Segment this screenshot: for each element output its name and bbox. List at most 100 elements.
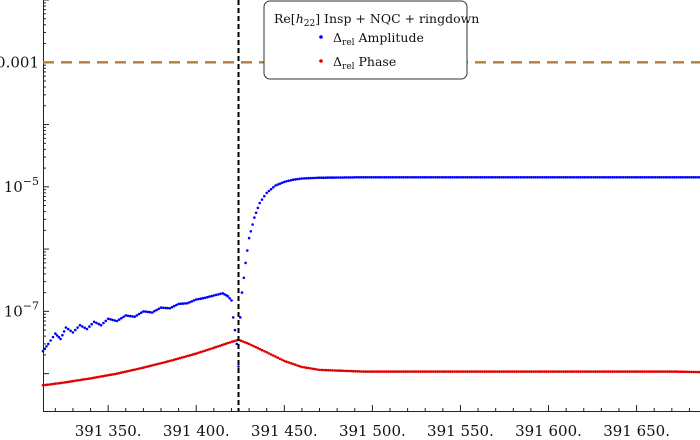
data-point	[326, 176, 330, 179]
data-point	[183, 302, 187, 305]
data-point	[380, 176, 384, 179]
data-point	[619, 176, 623, 179]
data-point	[385, 370, 388, 373]
data-point	[180, 356, 184, 359]
data-point	[453, 176, 456, 179]
data-point	[210, 347, 213, 350]
data-point	[664, 370, 667, 373]
data-point	[649, 176, 653, 179]
data-point	[102, 321, 105, 325]
data-point	[214, 345, 218, 349]
data-point	[419, 370, 422, 373]
data-point	[135, 314, 139, 317]
data-point	[260, 198, 264, 201]
data-point	[254, 211, 258, 215]
data-point	[368, 370, 372, 373]
data-point	[106, 317, 110, 321]
data-point	[140, 366, 143, 370]
data-point	[626, 370, 629, 373]
data-point	[472, 370, 476, 373]
data-point	[647, 370, 650, 373]
data-point	[298, 364, 302, 368]
data-point	[466, 176, 469, 179]
data-point	[414, 176, 418, 179]
data-point	[508, 176, 512, 179]
data-point	[318, 176, 321, 179]
data-point	[349, 176, 352, 179]
data-point	[122, 315, 125, 319]
data-point	[673, 176, 676, 179]
data-point	[423, 176, 427, 179]
data-point	[316, 176, 319, 180]
data-point	[414, 370, 418, 373]
data-point	[596, 176, 599, 179]
data-point	[624, 370, 627, 373]
data-point	[350, 369, 353, 373]
data-point	[176, 357, 180, 361]
data-point	[208, 295, 211, 298]
data-point	[224, 342, 228, 346]
data-point	[208, 347, 211, 351]
legend: Re[h22] Insp + NQC + ringdown Δrel Ampli…	[263, 0, 479, 80]
data-point	[41, 384, 45, 387]
data-point	[357, 176, 361, 179]
data-point	[219, 292, 222, 296]
data-point	[105, 374, 109, 377]
data-point	[201, 350, 205, 353]
data-point	[632, 370, 636, 373]
data-point	[575, 370, 578, 373]
data-point	[346, 369, 349, 373]
data-point	[43, 383, 47, 387]
data-point	[540, 176, 544, 179]
data-point	[562, 370, 565, 373]
data-point	[90, 322, 93, 326]
data-point	[481, 370, 484, 373]
data-point	[577, 176, 580, 179]
data-point	[351, 176, 355, 179]
data-point	[474, 370, 478, 373]
data-point	[376, 176, 380, 179]
data-point	[150, 311, 154, 314]
data-point	[155, 308, 158, 312]
data-point	[344, 369, 347, 373]
data-point	[283, 180, 286, 184]
y-tick-label: 0.001	[0, 53, 39, 71]
data-point	[129, 369, 133, 372]
data-point	[210, 294, 213, 298]
x-tick-label: 391 550.	[427, 422, 494, 440]
data-point	[241, 340, 244, 343]
data-point	[109, 318, 112, 321]
data-point	[318, 368, 321, 372]
data-point	[138, 367, 141, 370]
data-point	[109, 373, 113, 377]
data-point	[468, 370, 471, 373]
data-point	[294, 178, 297, 181]
data-point	[579, 176, 582, 179]
data-point	[216, 345, 220, 348]
data-point	[166, 306, 169, 310]
data-point	[621, 370, 625, 373]
data-point	[572, 176, 576, 179]
data-point	[506, 370, 510, 373]
data-point	[265, 191, 269, 195]
data-point	[320, 176, 323, 179]
data-point	[81, 325, 84, 328]
data-point	[425, 176, 429, 179]
data-point	[636, 176, 640, 179]
data-point	[249, 230, 253, 233]
data-point	[300, 177, 304, 180]
data-point	[408, 176, 412, 179]
data-point	[329, 369, 332, 372]
data-point	[218, 344, 222, 348]
data-point	[269, 353, 273, 356]
data-point	[243, 341, 247, 344]
data-point	[630, 176, 634, 179]
data-point	[615, 176, 619, 179]
data-point	[348, 369, 351, 373]
data-point	[85, 327, 89, 331]
data-point	[378, 176, 382, 179]
data-point	[534, 370, 537, 373]
data-point	[206, 295, 209, 299]
data-point	[99, 375, 102, 378]
data-point	[203, 349, 207, 353]
